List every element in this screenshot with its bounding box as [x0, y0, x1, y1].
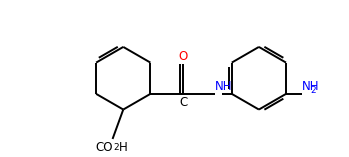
- Text: O: O: [179, 50, 188, 63]
- Text: NH: NH: [215, 80, 233, 93]
- Text: NH: NH: [302, 80, 320, 93]
- Text: H: H: [119, 141, 127, 154]
- Text: CO: CO: [95, 141, 113, 154]
- Text: 2: 2: [113, 143, 119, 152]
- Text: 2: 2: [311, 86, 316, 95]
- Text: C: C: [179, 96, 187, 109]
